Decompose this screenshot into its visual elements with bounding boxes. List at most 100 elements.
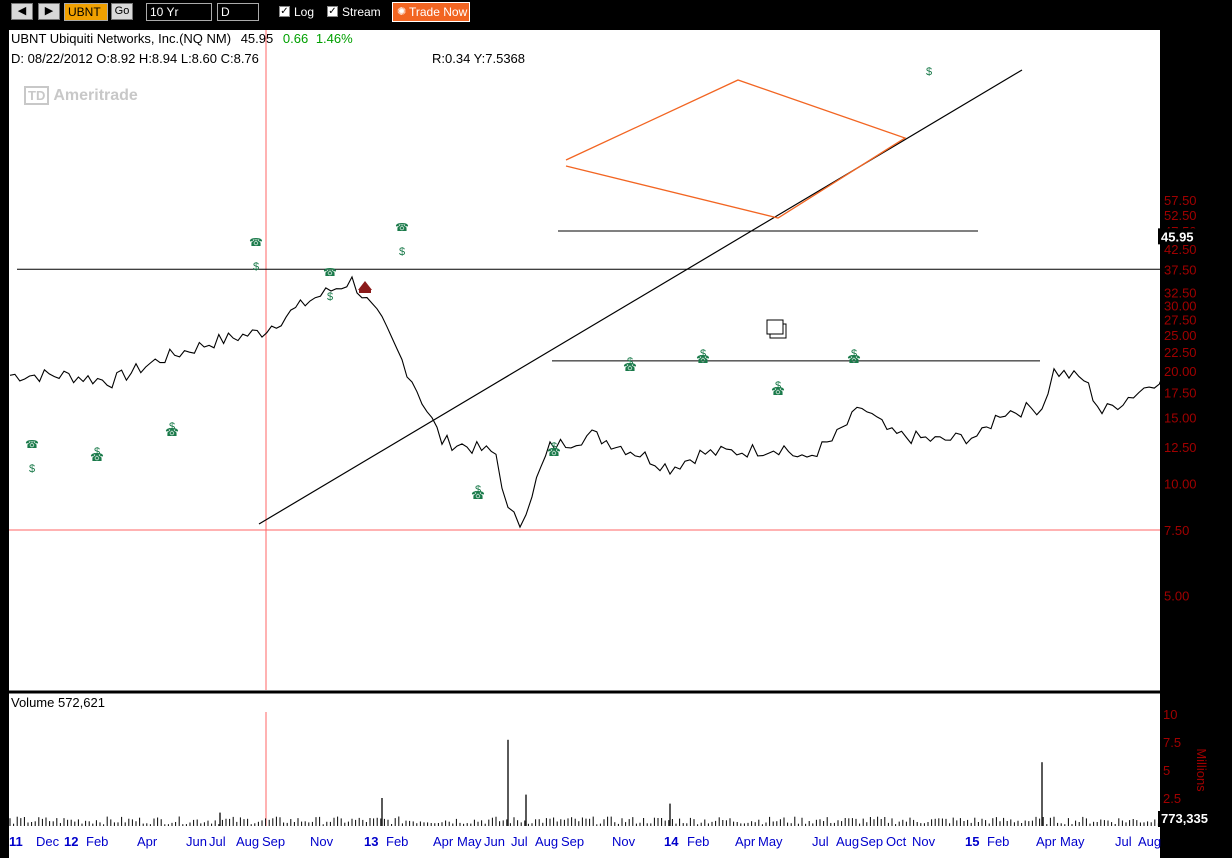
date-tick-label: Apr — [433, 834, 454, 849]
date-tick-label: 12 — [64, 834, 78, 849]
current-volume-tag — [1158, 811, 1232, 827]
earnings-phone-icon: ☎ — [547, 446, 561, 459]
dividend-dollar-icon: $ — [399, 246, 405, 258]
current-volume-label: 773,335 — [1161, 811, 1208, 826]
earnings-phone-icon: ☎ — [847, 353, 861, 366]
frequency-value: D — [221, 5, 230, 19]
starburst-icon: ✺ — [397, 6, 407, 18]
price-tick-label: 12.50 — [1164, 440, 1197, 455]
dividend-dollar-icon: $ — [253, 261, 259, 273]
date-tick-label: 13 — [364, 834, 378, 849]
volume-label: Volume 572,621 — [11, 695, 105, 710]
dividend-dollar-icon: $ — [327, 291, 333, 303]
dividend-dollar-icon: $ — [851, 348, 857, 360]
date-tick-label: Jul — [511, 834, 528, 849]
ry-line: R:0.34 Y:7.5368 — [432, 51, 526, 66]
symbol-input[interactable]: UBNT — [64, 3, 108, 21]
diamond-pattern — [565, 79, 907, 219]
earnings-phone-icon: ☎ — [25, 438, 39, 451]
date-tick-label: 14 — [664, 834, 679, 849]
toolbar: ◀ ▶ UBNT Go 10 Yr D ✓ Log ✓ Stream ✺ Trad… — [0, 0, 1232, 26]
date-tick-label: Sep — [860, 834, 883, 849]
earnings-phone-icon: ☎ — [696, 353, 710, 366]
triangle-right-icon: ▶ — [44, 5, 54, 17]
date-tick-label: 15 — [965, 834, 979, 849]
earnings-phone-icon: ☎ — [165, 426, 179, 439]
earnings-phone-icon: ☎ — [323, 266, 337, 279]
price-tick-label: 27.50 — [1164, 313, 1197, 328]
date-tick-label: Nov — [310, 834, 334, 849]
date-tick-label: Feb — [386, 834, 408, 849]
date-tick-label: Feb — [86, 834, 108, 849]
range-value: 10 Yr — [150, 5, 179, 19]
stream-checkbox[interactable]: ✓ — [327, 6, 338, 17]
date-tick-label: May — [1060, 834, 1085, 849]
date-tick-label: Aug — [535, 834, 558, 849]
date-tick-label: Dec — [36, 834, 60, 849]
date-tick-label: Jul — [209, 834, 226, 849]
dividend-dollar-icon: $ — [94, 446, 100, 458]
date-tick-label: May — [457, 834, 482, 849]
log-checkbox[interactable]: ✓ — [279, 6, 290, 17]
date-tick-label: Sep — [262, 834, 285, 849]
percent-change: 1.46% — [315, 31, 353, 46]
watermark-text: Ameritrade — [53, 87, 138, 104]
price-axis-panel — [1160, 30, 1232, 858]
volume-unit-label: Millions — [1194, 748, 1209, 792]
security-title: UBNT Ubiquiti Networks, Inc.(NQ NM) — [11, 31, 232, 46]
date-tick-label: Oct — [886, 834, 907, 849]
dividend-dollar-icon: $ — [775, 380, 781, 392]
date-tick-label: Apr — [735, 834, 756, 849]
volume-tick-label: 10 — [1163, 707, 1177, 722]
price-tick-label: 52.50 — [1164, 208, 1197, 223]
price-tick-label: 7.50 — [1164, 523, 1189, 538]
ohlc-line: D: 08/22/2012 O:8.92 H:8.94 L:8.60 C:8.7… — [11, 51, 259, 66]
net-change: 0.66 — [282, 31, 309, 46]
price-tick-label: 37.50 — [1164, 262, 1197, 277]
dividend-dollar-icon: $ — [700, 348, 706, 360]
price-tick-label: 32.50 — [1164, 286, 1197, 301]
range-select[interactable]: 10 Yr — [146, 3, 212, 21]
trade-now-button[interactable]: ✺ Trade Now — [392, 2, 470, 22]
rising-trendline — [258, 69, 1023, 525]
date-tick-label: Feb — [687, 834, 709, 849]
dividend-dollar-icon: $ — [29, 463, 35, 475]
earnings-phone-icon: ☎ — [395, 221, 409, 234]
price-tick-label: 15.00 — [1164, 411, 1197, 426]
stream-label: Stream — [342, 5, 381, 19]
volume-tick-label: 2.5 — [1163, 791, 1181, 806]
dividend-dollar-icon: $ — [475, 484, 481, 496]
price-tick-label: 20.00 — [1164, 364, 1197, 379]
date-tick-label: 11 — [9, 834, 23, 849]
quote-header: UBNT Ubiquiti Networks, Inc.(NQ NM) 45.9… — [11, 31, 353, 46]
date-tick-label: Jul — [812, 834, 829, 849]
price-tick-label: 22.50 — [1164, 345, 1197, 360]
price-tick-label: 57.50 — [1164, 193, 1197, 208]
dividend-dollar-icon: $ — [627, 356, 633, 368]
volume-tick-label: 7.5 — [1163, 735, 1181, 750]
last-price: 45.95 — [240, 31, 274, 46]
back-button[interactable]: ◀ — [11, 3, 33, 20]
date-tick-label: Nov — [612, 834, 636, 849]
price-tick-label: 42.50 — [1164, 242, 1197, 257]
date-tick-label: Jul — [1115, 834, 1132, 849]
date-tick-label: Feb — [987, 834, 1009, 849]
date-tick-label: Jun — [484, 834, 505, 849]
earnings-phone-icon: ☎ — [90, 451, 104, 464]
price-tick-label: 5.00 — [1164, 589, 1189, 604]
notes-icon-front — [766, 319, 784, 335]
split-arrow-base — [359, 290, 371, 293]
date-tick-label: Aug — [236, 834, 259, 849]
price-tick-label: 10.00 — [1164, 476, 1197, 491]
volume-tick-label: 5 — [1163, 763, 1170, 778]
dividend-dollar-icon: $ — [169, 421, 175, 433]
date-tick-label: Jun — [186, 834, 207, 849]
frequency-select[interactable]: D — [217, 3, 259, 21]
go-button[interactable]: Go — [111, 3, 133, 20]
forward-button[interactable]: ▶ — [38, 3, 60, 20]
trade-now-label: Trade Now — [409, 5, 468, 19]
date-tick-label: Apr — [137, 834, 158, 849]
triangle-left-icon: ◀ — [17, 5, 27, 17]
earnings-phone-icon: ☎ — [249, 236, 263, 249]
